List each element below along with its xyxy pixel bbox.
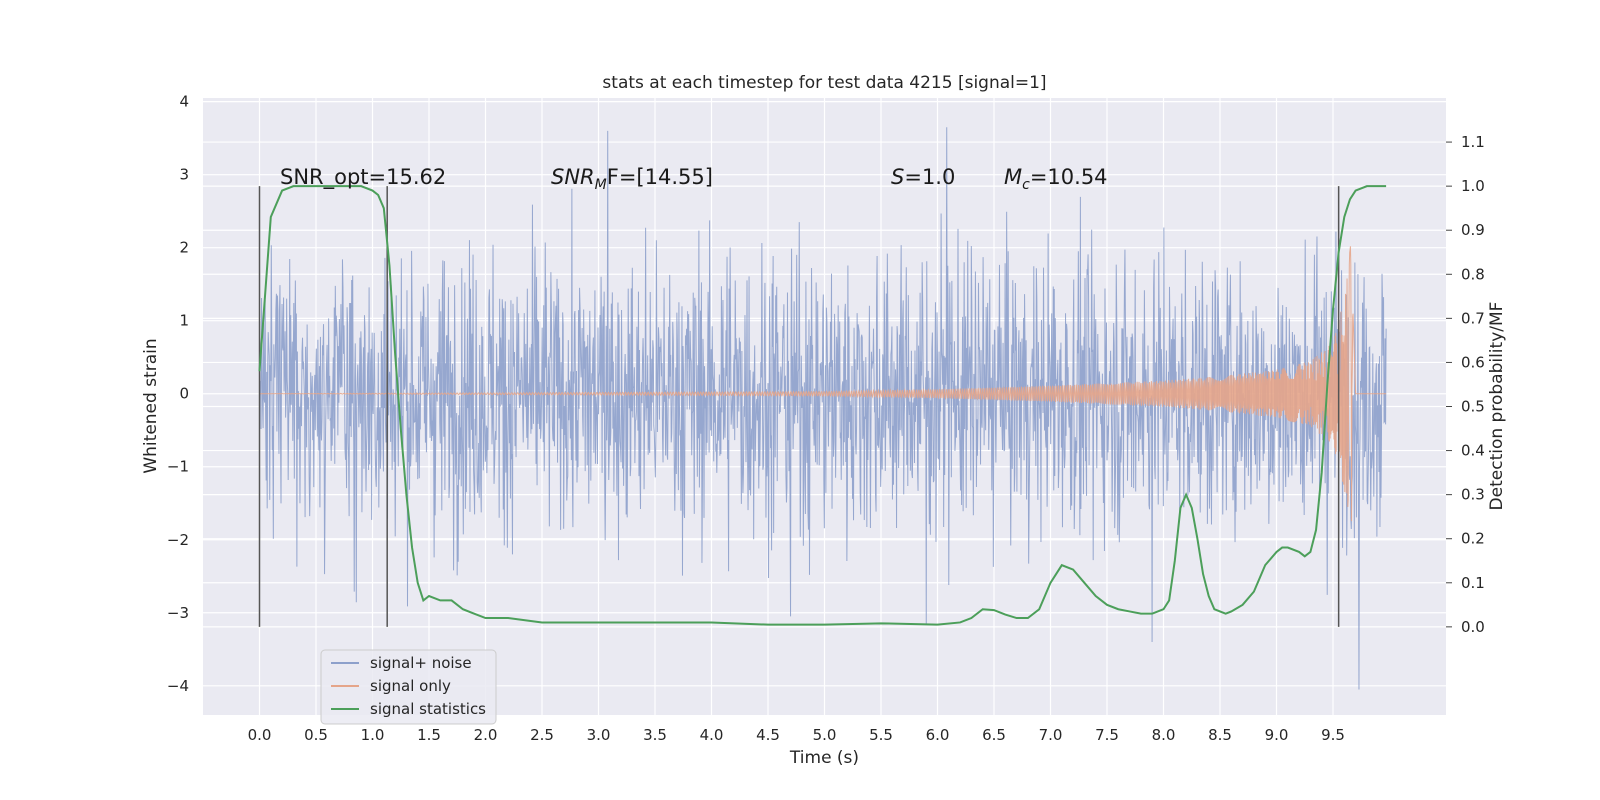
annotation-mc-main: M xyxy=(1004,165,1022,189)
tick-labels: 0.0 0.5 1.0 1.5 2.0 2.5 3.0 3.5 4.0 4.5 5.0 5.5 6.0 6… xyxy=(167,93,1485,744)
x-tick-label: 6.5 xyxy=(982,726,1006,744)
series-signal-only xyxy=(259,246,1387,522)
legend: signal+ noise signal only signal statist… xyxy=(320,649,497,725)
x-tick-label: 2.0 xyxy=(474,726,498,744)
y-right-tick-label: 0.0 xyxy=(1461,618,1485,636)
annotation-mc: Mc=10.54 xyxy=(1004,165,1108,193)
x-tick-label: 0.0 xyxy=(248,726,272,744)
y-tick-label: −1 xyxy=(167,458,189,476)
y-right-tick-label: 0.9 xyxy=(1461,221,1485,239)
series-signal-plus-noise xyxy=(259,127,1387,690)
x-tick-label: 4.5 xyxy=(756,726,780,744)
x-tick-label: 1.5 xyxy=(417,726,441,744)
legend-box xyxy=(320,649,497,725)
y-tick-label: 4 xyxy=(179,93,189,111)
annotation-snr-mf-rest: F=[14.55] xyxy=(607,165,713,189)
annotation-mc-sub: c xyxy=(1022,177,1030,193)
y-tick-label: 1 xyxy=(179,312,189,330)
annotation-s-main: S xyxy=(891,165,904,189)
annotation-snr-mf-main: SNR xyxy=(551,165,595,189)
x-tick-label: 3.0 xyxy=(587,726,611,744)
legend-label-signal-statistics: signal statistics xyxy=(370,700,486,718)
y-right-tick-label: 0.1 xyxy=(1461,574,1485,592)
y-tick-label: 3 xyxy=(179,166,189,184)
y-tick-label: 0 xyxy=(179,385,189,403)
y-right-tick-label: 1.0 xyxy=(1461,177,1485,195)
annotation-snr-mf-sub: M xyxy=(595,177,607,193)
y-right-tick-label: 1.1 xyxy=(1461,133,1485,151)
x-tick-label: 2.5 xyxy=(530,726,554,744)
legend-label-signal-only: signal only xyxy=(370,677,451,695)
annotation-snr-mf: SNRMF=[14.55] xyxy=(551,165,713,193)
signal-plus-noise-line xyxy=(259,127,1387,690)
x-tick-label: 5.0 xyxy=(813,726,837,744)
x-tick-label: 8.5 xyxy=(1208,726,1232,744)
x-tick-label: 6.0 xyxy=(926,726,950,744)
y-axis-right-label: Detection probability/MF xyxy=(1487,302,1507,511)
legend-label-signal-plus-noise: signal+ noise xyxy=(370,654,472,672)
y-tick-label: −3 xyxy=(167,604,189,622)
x-axis-label: Time (s) xyxy=(789,748,859,768)
x-tick-label: 7.0 xyxy=(1039,726,1063,744)
x-tick-label: 0.5 xyxy=(304,726,328,744)
y-right-tick-label: 0.5 xyxy=(1461,398,1485,416)
y-tick-label: 2 xyxy=(179,239,189,257)
x-tick-label: 1.0 xyxy=(361,726,385,744)
x-tick-label: 9.0 xyxy=(1265,726,1289,744)
annotation-snr-opt: SNR_opt=15.62 xyxy=(280,165,446,190)
annotation-s-rest: =1.0 xyxy=(904,165,955,189)
chart-title: stats at each timestep for test data 421… xyxy=(602,73,1046,93)
y-right-tick-label: 0.7 xyxy=(1461,309,1485,327)
y-tick-label: −2 xyxy=(167,531,189,549)
y-tick-label: −4 xyxy=(167,677,189,695)
x-tick-label: 4.0 xyxy=(700,726,724,744)
x-tick-label: 3.5 xyxy=(643,726,667,744)
y-axis-label: Whitened strain xyxy=(141,338,161,473)
y-right-tick-label: 0.8 xyxy=(1461,265,1485,283)
annotation-s: S=1.0 xyxy=(891,165,955,189)
annotations: SNR_opt=15.62 SNRMF=[14.55] S=1.0 Mc=10.… xyxy=(280,165,1108,193)
annotation-mc-rest: =10.54 xyxy=(1030,165,1108,189)
y-right-tick-label: 0.4 xyxy=(1461,442,1485,460)
x-tick-label: 8.0 xyxy=(1152,726,1176,744)
x-tick-label: 9.5 xyxy=(1321,726,1345,744)
x-tick-label: 7.5 xyxy=(1095,726,1119,744)
signal-only-line xyxy=(259,246,1387,522)
signal-statistics-line xyxy=(258,185,1387,626)
y-right-tick-label: 0.3 xyxy=(1461,486,1485,504)
y-right-tick-label: 0.6 xyxy=(1461,353,1485,371)
y-right-tick-label: 0.2 xyxy=(1461,530,1485,548)
x-tick-label: 5.5 xyxy=(869,726,893,744)
series-signal-statistics xyxy=(258,185,1387,626)
